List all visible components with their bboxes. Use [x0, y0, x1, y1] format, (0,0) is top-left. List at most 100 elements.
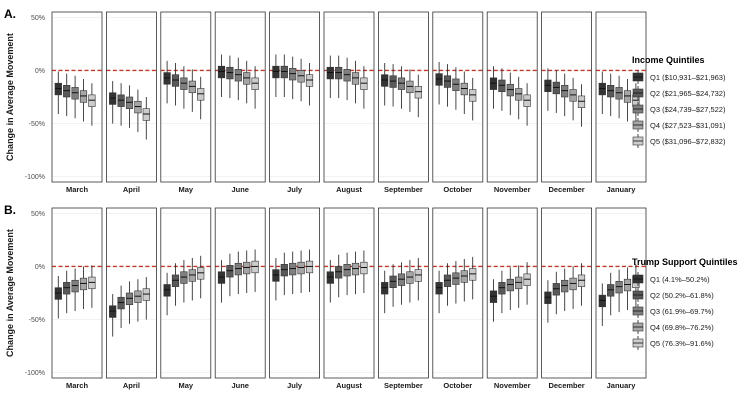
- facet-label: March: [66, 381, 89, 390]
- box: [79, 90, 88, 103]
- box: [226, 265, 234, 278]
- facet-label: November: [494, 381, 531, 390]
- facet-panel: [324, 12, 374, 182]
- facet-border: [432, 11, 484, 183]
- facet-border: [160, 207, 212, 379]
- box: [569, 277, 577, 291]
- facet-border: [432, 207, 484, 379]
- box: [381, 282, 389, 295]
- legend-label: Q1 ($10,931–$21,963): [650, 73, 726, 82]
- facet-label: August: [336, 185, 362, 194]
- box: [134, 100, 142, 114]
- box: [180, 77, 188, 90]
- facet-border: [486, 207, 538, 379]
- box: [280, 264, 288, 277]
- box: [515, 276, 523, 290]
- facet-label: October: [443, 381, 472, 390]
- facet-border: [595, 11, 647, 183]
- box: [414, 269, 422, 282]
- box: [125, 96, 134, 109]
- box: [389, 275, 397, 288]
- box: [79, 277, 88, 291]
- y-tick-label: -100%: [25, 370, 45, 377]
- facet-border: [323, 207, 375, 379]
- box: [515, 88, 523, 101]
- box: [326, 66, 334, 80]
- box: [561, 279, 569, 293]
- box: [297, 261, 305, 275]
- facet-label: July: [287, 381, 303, 390]
- box: [569, 89, 577, 102]
- box: [163, 72, 171, 85]
- box: [435, 73, 443, 86]
- box: [289, 68, 297, 81]
- box: [607, 284, 615, 297]
- box: [234, 262, 242, 276]
- box: [243, 261, 251, 275]
- facet-border: [269, 11, 321, 183]
- facet-label: November: [494, 185, 531, 194]
- box: [452, 272, 460, 285]
- legend-label: Q3 (61.9%–69.7%): [650, 307, 714, 316]
- y-axis-label: Change in Average Movement: [5, 33, 15, 161]
- facet-label: December: [548, 381, 584, 390]
- box: [243, 72, 251, 85]
- box: [251, 260, 259, 274]
- facet-panel: [269, 12, 320, 182]
- facet-label: January: [607, 381, 637, 390]
- box: [142, 288, 150, 301]
- box: [615, 87, 623, 100]
- box: [360, 261, 368, 275]
- box: [435, 282, 443, 295]
- facet-panel: [269, 208, 320, 378]
- box: [272, 269, 280, 282]
- box: [498, 79, 506, 92]
- legend-title: Trump Support Quintiles: [632, 257, 738, 267]
- box: [397, 273, 406, 286]
- y-tick-label: 0%: [35, 264, 45, 271]
- facet-border: [106, 11, 157, 183]
- box: [414, 86, 422, 99]
- box: [607, 85, 615, 98]
- facet-label: April: [123, 381, 140, 390]
- y-tick-label: 50%: [31, 211, 45, 218]
- legend-label: Q5 ($31,096–$72,832): [650, 137, 726, 146]
- facet-border: [106, 207, 157, 379]
- facet-border: [595, 207, 647, 379]
- box: [360, 77, 368, 90]
- box: [163, 284, 171, 297]
- facet-border: [541, 207, 592, 379]
- box: [63, 282, 71, 295]
- legend-label: Q4 (69.8%–76.2%): [650, 323, 714, 332]
- box: [406, 271, 414, 284]
- box: [469, 268, 477, 281]
- box: [109, 92, 117, 105]
- box: [217, 65, 226, 79]
- box: [171, 274, 180, 287]
- box: [452, 78, 460, 91]
- panel-label: A.: [4, 7, 16, 21]
- facet-border: [214, 11, 266, 183]
- box: [577, 95, 586, 108]
- legend-label: Q3 ($24,739–$27,522): [650, 105, 726, 114]
- legend-title: Income Quintiles: [632, 55, 705, 65]
- facet-panel: [215, 12, 266, 182]
- box: [460, 270, 468, 283]
- facet-label: August: [336, 381, 362, 390]
- box: [523, 273, 531, 286]
- facet-label: September: [384, 185, 423, 194]
- box: [289, 262, 297, 276]
- facet-label: September: [384, 381, 423, 390]
- box: [498, 282, 506, 295]
- y-axis-label: Change in Average Movement: [5, 229, 15, 357]
- box: [343, 264, 351, 277]
- facet-border: [377, 207, 429, 379]
- box: [188, 269, 196, 282]
- y-tick-label: 0%: [35, 68, 45, 75]
- box: [326, 271, 334, 284]
- facet-label: May: [179, 185, 194, 194]
- box: [389, 75, 397, 88]
- box: [88, 94, 96, 107]
- y-tick-label: -50%: [29, 121, 45, 128]
- box: [217, 271, 226, 284]
